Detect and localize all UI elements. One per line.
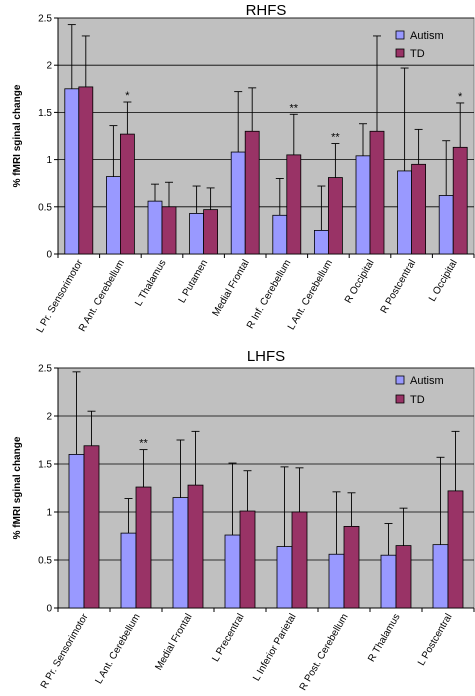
category-label: L Thalamus: [133, 258, 168, 308]
legend-label-td: TD: [410, 394, 425, 406]
y-tick-label: 1: [46, 155, 52, 166]
category-label: R Thalamus: [366, 612, 402, 664]
bar-td-r-inf-cerebellum: [286, 154, 302, 255]
bar-td-l-occipital: [452, 146, 468, 255]
bar-autism-l-ant-cerebellum: [120, 532, 137, 609]
legend-swatch-td: [395, 394, 405, 404]
y-tick-label: 0: [46, 604, 52, 615]
category-label: R Inf. Cerebellum: [245, 258, 293, 331]
y-tick-label: 2: [46, 61, 52, 72]
bar-td-l-precentral: [239, 510, 256, 609]
bar-td-r-ant-cerebellum: [120, 133, 135, 255]
bar-td-medial-frontal: [187, 484, 204, 609]
legend-label-autism: Autism: [410, 375, 444, 387]
bar-td-r-pr-sensorimotor: [83, 445, 100, 609]
category-label: R Ant. Cerebellum: [77, 258, 127, 334]
legend-label-td: TD: [410, 48, 425, 60]
bar-autism-l-putamen: [189, 213, 205, 255]
category-label: R Pr. Sensorimotor: [39, 611, 91, 690]
chart-title: RHFS: [246, 2, 287, 19]
y-axis-label: % fMRI sginal change: [12, 436, 23, 539]
y-tick-label: 1.5: [38, 108, 52, 119]
bar-td-l-postcentral: [447, 490, 464, 609]
bar-td-l-putamen: [203, 209, 219, 255]
bar-td-l-ant-cerebellum: [327, 177, 343, 255]
bar-autism-r-postcentral: [397, 170, 413, 255]
category-label: R Postcentral: [379, 258, 419, 315]
category-label: L Precentral: [210, 612, 246, 664]
bar-autism-medial-frontal: [172, 497, 189, 609]
bar-autism-l-occipital: [438, 195, 454, 255]
bar-td-r-postcentral: [411, 163, 427, 255]
category-label: L Postcentral: [416, 612, 455, 668]
bar-autism-r-inf-cerebellum: [272, 214, 288, 255]
category-label: L Pr. Sensorimotor: [35, 257, 86, 334]
bar-td-r-thalamus: [395, 545, 412, 609]
bar-autism-l-pr-sensorimotor: [64, 88, 80, 255]
legend-swatch-autism: [395, 375, 405, 385]
bar-td-l-thalamus: [161, 206, 177, 255]
bar-autism-l-precentral: [224, 534, 241, 609]
significance-annotation: *: [458, 91, 463, 103]
category-label: L Ant. Cerebellum: [94, 612, 143, 686]
category-label: L Ant. Cerebellum: [286, 258, 335, 332]
legend: [392, 27, 470, 63]
bar-td-l-ant-cerebellum: [135, 486, 152, 609]
y-tick-label: 2: [46, 412, 52, 423]
category-label: L Putamen: [177, 258, 211, 305]
chart-rhfs: RHFS 0 0.5 1 1.5 2 2.5 % fMRI sginal change L Pr…: [12, 2, 475, 335]
legend: [392, 372, 470, 410]
category-label: R Post. Cerebellum: [298, 612, 351, 693]
y-tick-label: 1.5: [38, 460, 52, 471]
significance-annotation: **: [331, 132, 340, 144]
significance-annotation: *: [125, 90, 130, 102]
bar-td-l-inferior-parietal: [291, 511, 308, 609]
bar-autism-r-thalamus: [380, 554, 397, 609]
legend-label-autism: Autism: [410, 30, 444, 42]
category-label: L Occipital: [427, 258, 460, 304]
bar-autism-r-pr-sensorimotor: [68, 453, 85, 609]
chart-title: LHFS: [247, 348, 285, 365]
significance-annotation: **: [139, 438, 148, 450]
y-tick-label: 0.5: [38, 202, 52, 213]
bar-td-medial-frontal: [244, 130, 260, 255]
legend-swatch-td: [395, 48, 405, 58]
legend-swatch-autism: [395, 30, 405, 40]
bar-autism-l-inferior-parietal: [276, 546, 293, 609]
bar-td-r-occipital: [369, 130, 385, 255]
category-label: Medial Frontal: [153, 612, 194, 672]
y-tick-label: 0: [46, 250, 52, 261]
bar-autism-medial-frontal: [230, 151, 246, 255]
bar-autism-l-postcentral: [432, 544, 449, 609]
chart-lhfs: LHFS 0 0.5 1 1.5 2 2.5 % fMRI sginal change R Pr…: [12, 348, 475, 693]
significance-annotation: **: [290, 102, 299, 114]
bar-autism-r-ant-cerebellum: [106, 176, 121, 255]
category-label: Medial Frontal: [211, 258, 252, 318]
category-label: L Inferior Parietal: [251, 612, 298, 683]
y-tick-label: 2.5: [38, 364, 52, 375]
bar-autism-r-post-cerebellum: [328, 553, 345, 609]
y-tick-label: 1: [46, 508, 52, 519]
bar-autism-r-occipital: [355, 155, 371, 255]
y-tick-label: 0.5: [38, 556, 52, 567]
y-axis-label: % fMRI sginal change: [12, 84, 23, 187]
category-label: R Occipital: [343, 258, 377, 305]
bar-td-r-post-cerebellum: [343, 526, 360, 609]
y-tick-label: 2.5: [38, 14, 52, 25]
bar-autism-l-ant-cerebellum: [313, 229, 329, 255]
bar-autism-l-thalamus: [147, 200, 163, 255]
bar-td-l-pr-sensorimotor: [78, 86, 94, 255]
